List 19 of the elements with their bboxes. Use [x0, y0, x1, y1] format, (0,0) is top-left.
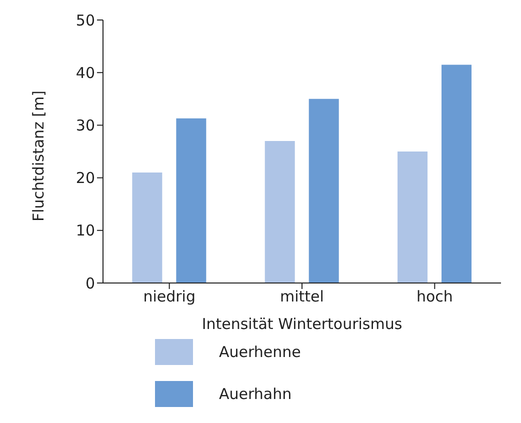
bar [132, 172, 162, 283]
y-tick-label: 50 [76, 11, 95, 30]
legend-label: Auerhahn [219, 385, 292, 403]
y-tick-label: 30 [76, 116, 95, 135]
legend-label: Auerhenne [219, 343, 301, 361]
bar [176, 118, 206, 283]
y-axis-title: Fluchtdistanz [m] [29, 90, 48, 222]
x-axis-title: Intensität Wintertourismus [202, 315, 402, 333]
y-tick-label: 10 [76, 222, 95, 240]
bar [264, 140, 295, 283]
y-tick-label: 0 [85, 274, 95, 292]
y-tick-label: 20 [76, 169, 95, 188]
x-tick-label: mittel [280, 288, 324, 306]
x-tick-label: hoch [416, 288, 453, 306]
x-tick-label: niedrig [143, 288, 196, 306]
bar [308, 98, 339, 283]
bar [398, 152, 428, 283]
y-tick-label: 40 [76, 64, 95, 82]
bar [442, 64, 472, 283]
